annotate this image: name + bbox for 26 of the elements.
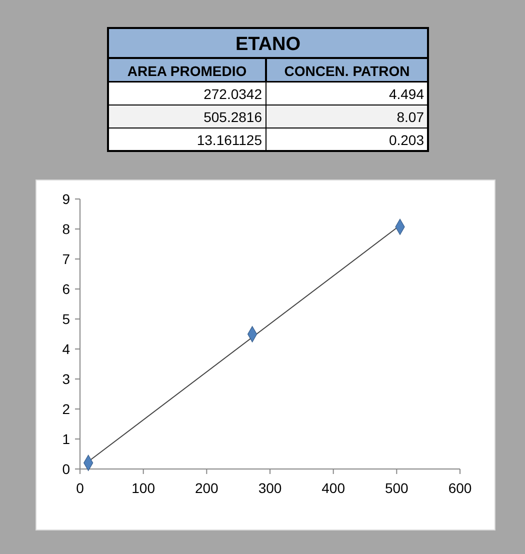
text: ETANO [235, 34, 301, 55]
y-tick-label: 7 [62, 251, 70, 267]
y-tick-label: 2 [62, 401, 70, 417]
y-tick-label: 3 [62, 371, 70, 387]
text: 4.494 [388, 86, 424, 102]
text: 272.0342 [204, 86, 262, 102]
y-tick-label: 5 [62, 311, 70, 327]
text: 505.2816 [204, 109, 262, 125]
text: 0.203 [388, 132, 424, 148]
y-tick-label: 0 [62, 461, 70, 477]
x-tick-label: 0 [76, 480, 84, 496]
x-tick-label: 100 [132, 480, 156, 496]
text: CONCEN. PATRON [284, 63, 410, 79]
text: 13.161125 [196, 132, 262, 148]
y-tick-label: 6 [62, 281, 70, 297]
text: 8.07 [396, 109, 424, 125]
x-tick-label: 500 [384, 480, 409, 496]
y-tick-label: 9 [62, 191, 70, 207]
text: AREA PROMEDIO [127, 63, 247, 79]
y-tick-label: 1 [62, 431, 70, 447]
y-tick-label: 8 [62, 221, 70, 237]
x-tick-label: 600 [448, 480, 472, 496]
x-tick-label: 300 [258, 480, 282, 496]
x-tick-label: 400 [322, 480, 346, 496]
x-tick-label: 200 [194, 480, 219, 496]
y-tick-label: 4 [62, 341, 70, 357]
